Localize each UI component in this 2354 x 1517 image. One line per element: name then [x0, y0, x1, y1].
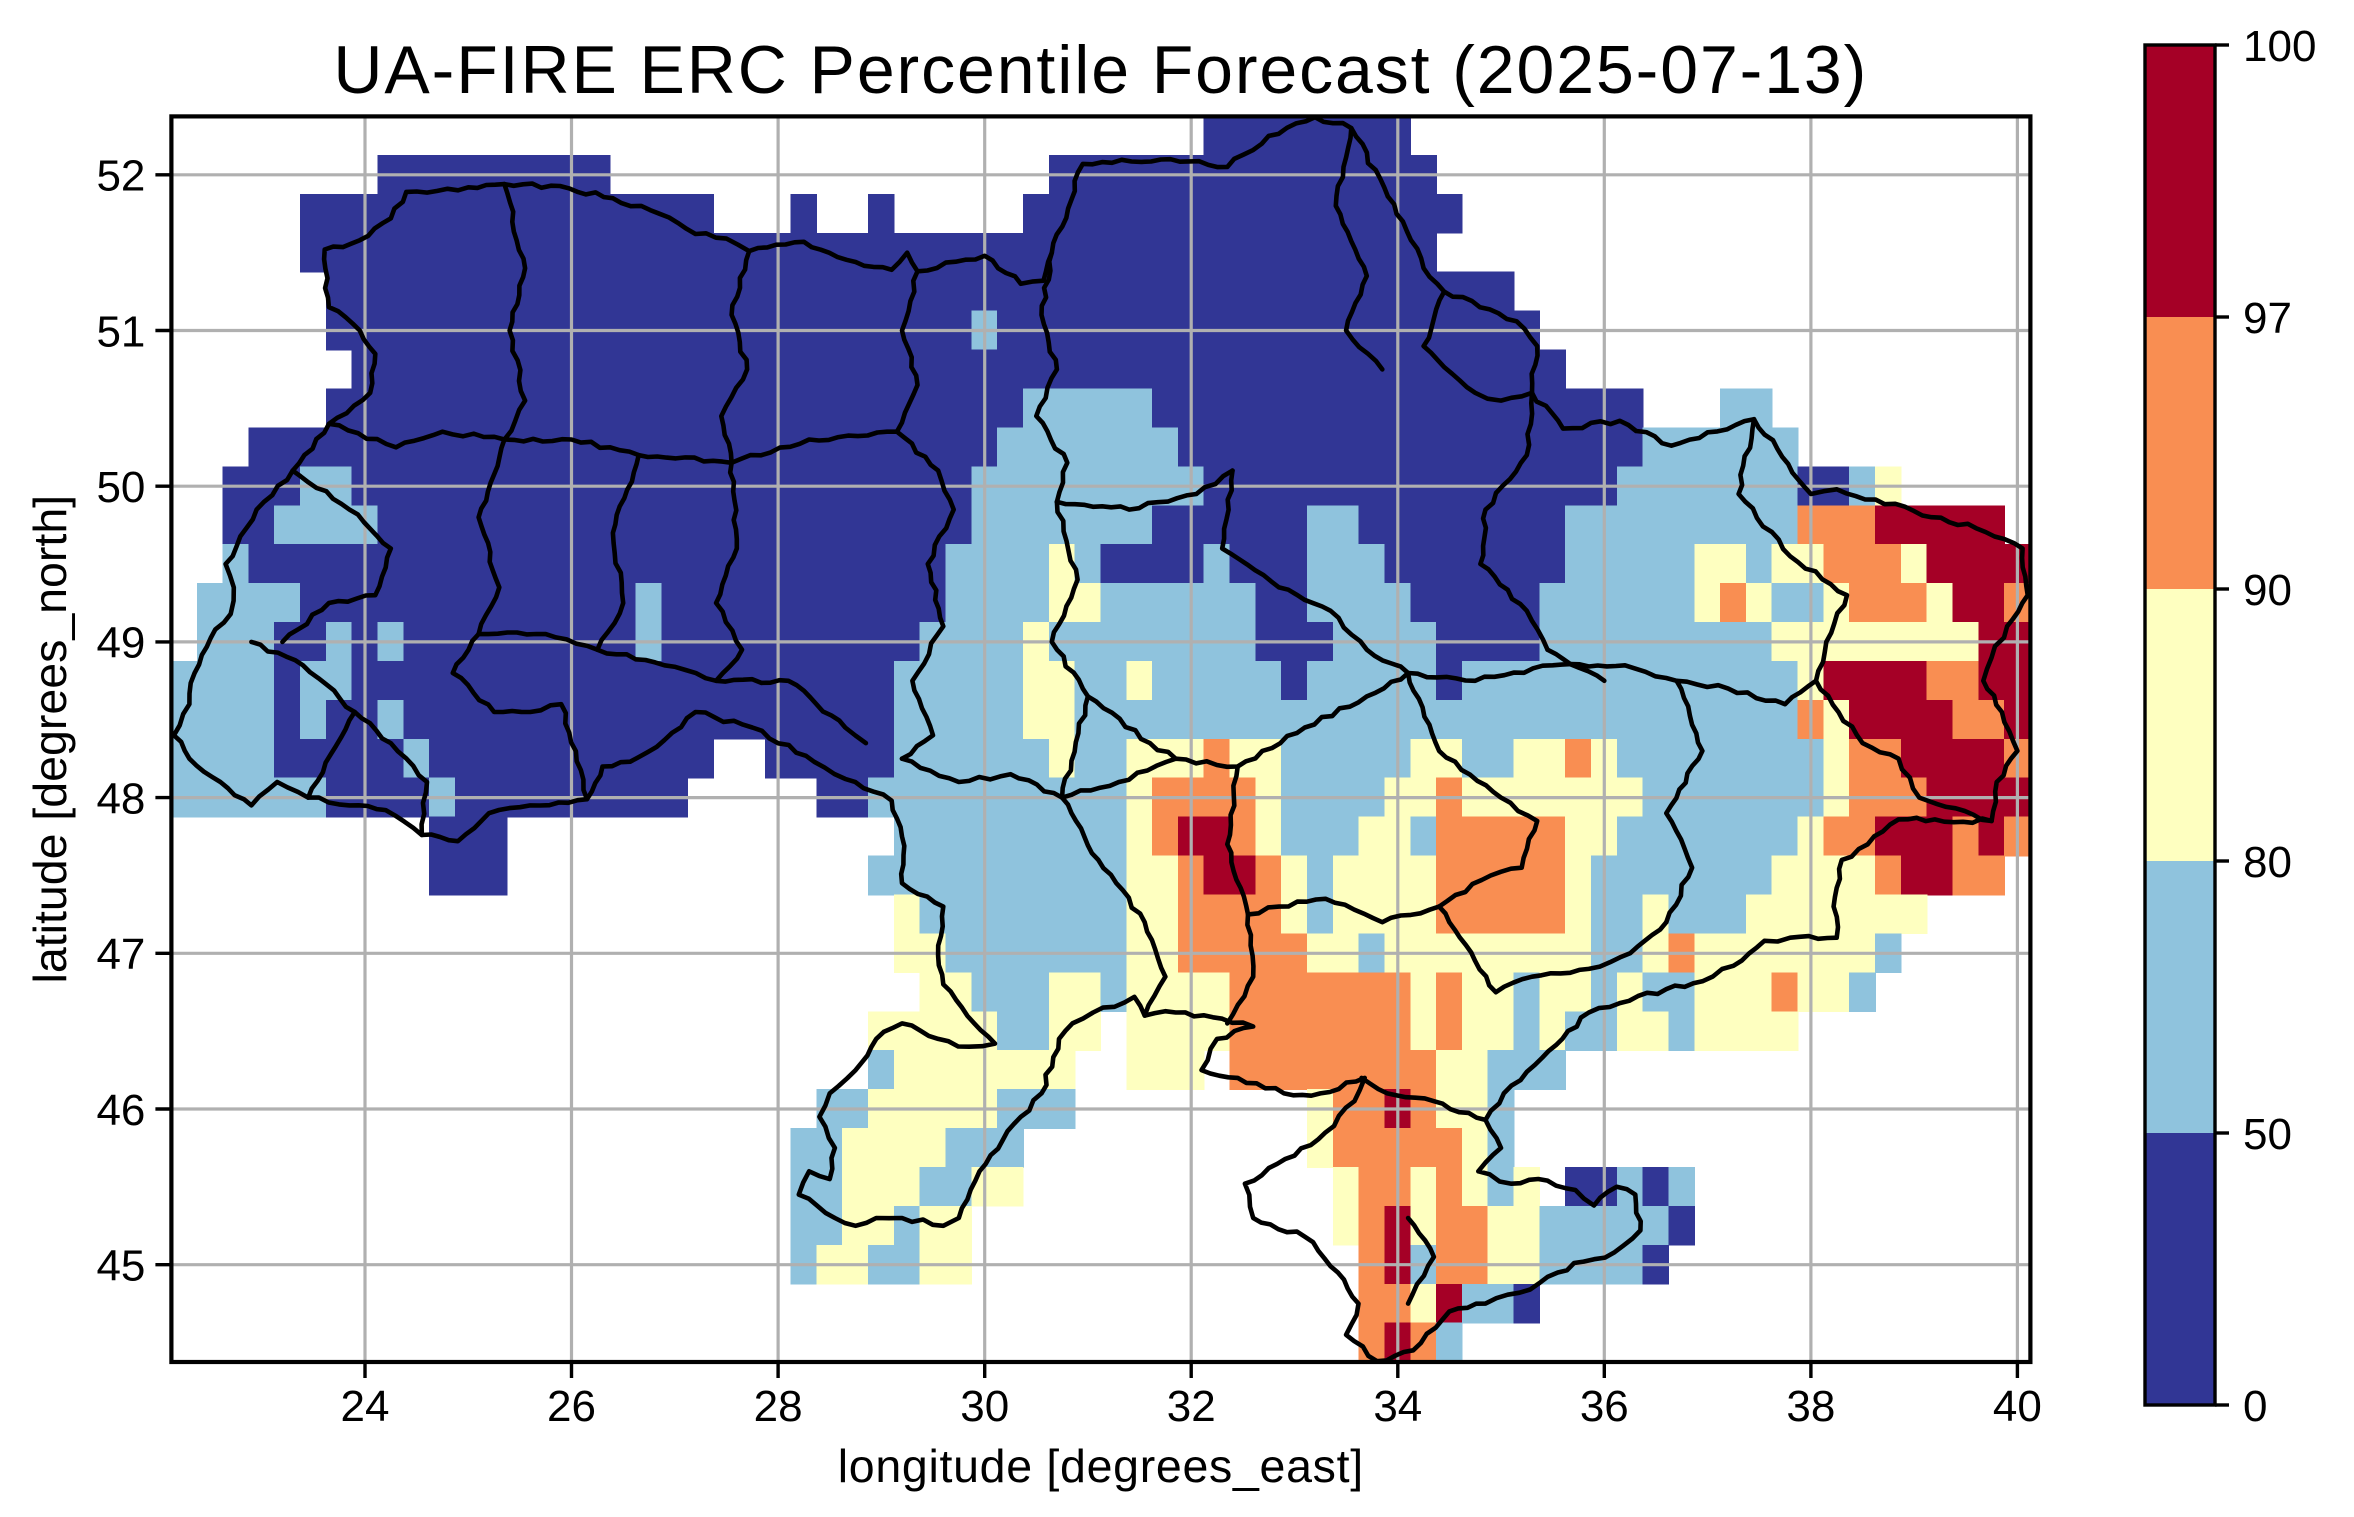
- svg-text:UA-FIRE ERC Percentile Forecas: UA-FIRE ERC Percentile Forecast (2025-07…: [333, 32, 1868, 108]
- svg-text:50: 50: [96, 463, 145, 512]
- svg-text:52: 52: [96, 152, 145, 201]
- svg-text:0: 0: [2243, 1382, 2267, 1431]
- svg-text:51: 51: [96, 307, 145, 356]
- svg-text:26: 26: [547, 1382, 596, 1431]
- svg-text:38: 38: [1786, 1382, 1835, 1431]
- svg-text:24: 24: [341, 1382, 390, 1431]
- svg-text:34: 34: [1373, 1382, 1422, 1431]
- svg-text:90: 90: [2243, 566, 2292, 615]
- svg-text:48: 48: [96, 774, 145, 823]
- svg-text:45: 45: [96, 1242, 145, 1291]
- svg-text:40: 40: [1993, 1382, 2042, 1431]
- svg-text:36: 36: [1580, 1382, 1629, 1431]
- svg-text:28: 28: [754, 1382, 803, 1431]
- svg-text:100: 100: [2243, 22, 2316, 71]
- svg-text:97: 97: [2243, 294, 2292, 343]
- svg-text:46: 46: [96, 1086, 145, 1135]
- svg-text:32: 32: [1167, 1382, 1216, 1431]
- svg-text:latitude [degrees_north]: latitude [degrees_north]: [24, 495, 76, 984]
- svg-text:longitude [degrees_east]: longitude [degrees_east]: [838, 1440, 1364, 1492]
- svg-text:80: 80: [2243, 838, 2292, 887]
- svg-text:30: 30: [960, 1382, 1009, 1431]
- svg-text:49: 49: [96, 619, 145, 668]
- svg-text:50: 50: [2243, 1110, 2292, 1159]
- svg-text:47: 47: [96, 930, 145, 979]
